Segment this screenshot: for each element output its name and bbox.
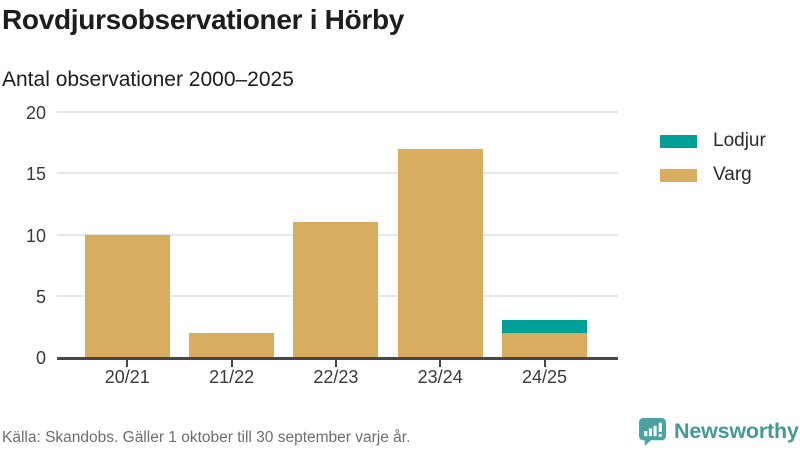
legend-swatch-varg bbox=[660, 168, 697, 182]
x-tick-label: 20/21 bbox=[104, 367, 150, 387]
x-tick-label: 23/24 bbox=[417, 367, 463, 387]
y-tick-label: 5 bbox=[35, 286, 46, 307]
x-axis-tick bbox=[126, 360, 129, 367]
x-axis-tick bbox=[543, 360, 546, 367]
bar-lodjur-24/25 bbox=[502, 320, 587, 333]
legend-swatch-lodjur bbox=[660, 134, 697, 148]
bar-varg-20/21 bbox=[84, 234, 170, 357]
bar-varg-21/22 bbox=[189, 332, 275, 357]
legend-item-varg: Varg bbox=[660, 164, 766, 186]
y-tick-label: 20 bbox=[25, 103, 46, 123]
x-axis-tick bbox=[439, 360, 442, 367]
x-tick-label: 21/22 bbox=[209, 367, 255, 387]
x-tick-label: 22/23 bbox=[313, 367, 359, 387]
y-tick-label: 0 bbox=[35, 348, 46, 368]
newsworthy-speech-bubble-bar-chart-icon bbox=[639, 418, 666, 446]
gridline bbox=[57, 172, 618, 175]
bar-varg-23/24 bbox=[397, 148, 483, 357]
source-note: Källa: Skandobs. Gäller 1 oktober till 3… bbox=[2, 429, 411, 446]
newsworthy-wordmark: Newsworthy bbox=[674, 419, 799, 443]
newsworthy-logo-link[interactable]: Newsworthy bbox=[638, 417, 799, 446]
gridline bbox=[57, 111, 618, 113]
chart-subtitle: Antal observationer 2000–2025 bbox=[2, 68, 294, 91]
x-axis-line bbox=[57, 357, 618, 360]
x-axis-tick bbox=[334, 360, 337, 367]
page-title: Rovdjursobservationer i Hörby bbox=[2, 4, 405, 35]
bar-varg-24/25 bbox=[502, 332, 587, 357]
x-tick-label: 24/25 bbox=[521, 367, 568, 387]
legend-label: Varg bbox=[713, 164, 752, 185]
bar-varg-22/23 bbox=[293, 222, 379, 357]
legend-item-lodjur: Lodjur bbox=[660, 130, 766, 152]
legend: Lodjur Varg bbox=[660, 130, 766, 198]
y-tick-label: 15 bbox=[25, 164, 46, 185]
y-tick-label: 10 bbox=[25, 225, 46, 246]
legend-label: Lodjur bbox=[713, 130, 766, 151]
x-axis-tick bbox=[230, 360, 233, 367]
